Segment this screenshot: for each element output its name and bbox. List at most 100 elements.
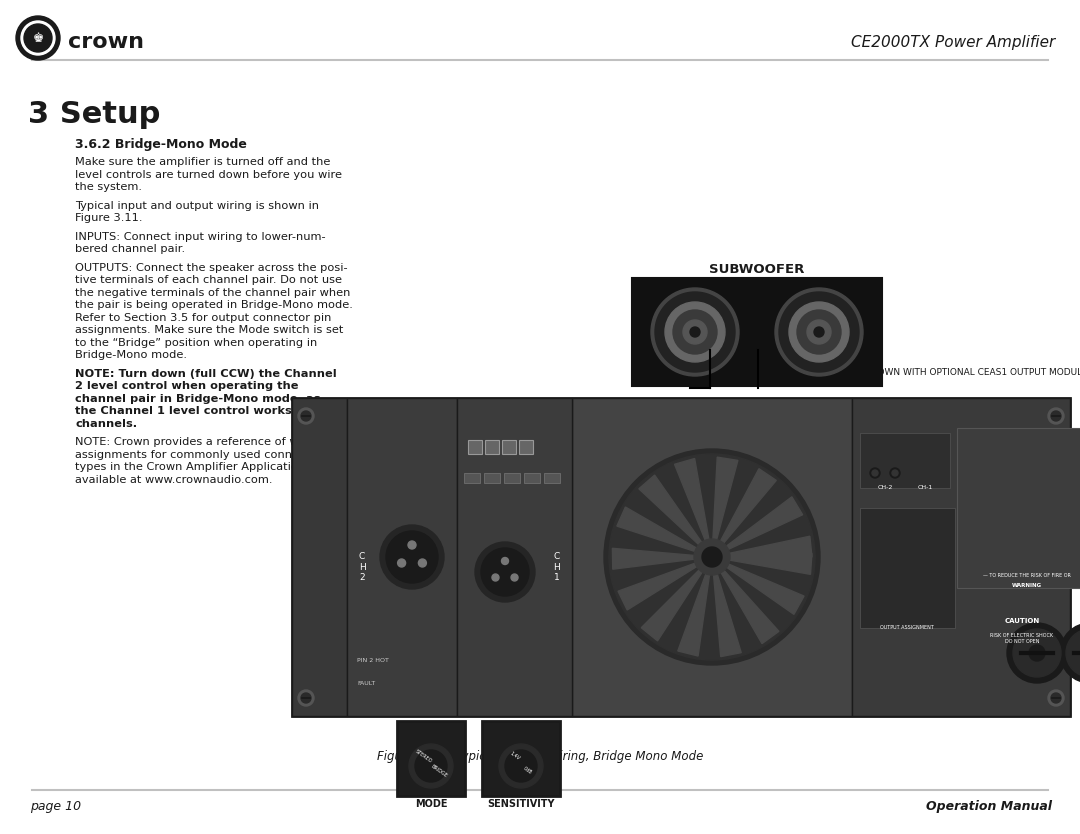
Bar — [632, 278, 882, 386]
Polygon shape — [712, 469, 777, 557]
Text: CE2000TX Power Amplifier: CE2000TX Power Amplifier — [851, 34, 1055, 49]
Text: channel pair in Bridge-Mono mode, as: channel pair in Bridge-Mono mode, as — [75, 394, 321, 404]
Circle shape — [24, 24, 52, 52]
Text: the pair is being operated in Bridge-Mono mode.: the pair is being operated in Bridge-Mon… — [75, 300, 353, 310]
Circle shape — [298, 408, 314, 424]
Text: Operation Manual: Operation Manual — [926, 800, 1052, 813]
Circle shape — [1048, 690, 1064, 706]
Bar — [347, 398, 457, 716]
Text: CH-1: CH-1 — [917, 485, 933, 490]
Text: Typical input and output wiring is shown in: Typical input and output wiring is shown… — [75, 200, 319, 210]
Text: OUTPUT ASSIGNMENT: OUTPUT ASSIGNMENT — [880, 625, 934, 630]
Circle shape — [1007, 623, 1067, 683]
Text: the negative terminals of the channel pair when: the negative terminals of the channel pa… — [75, 288, 350, 298]
Circle shape — [481, 548, 529, 596]
Text: CAUTION: CAUTION — [1004, 618, 1040, 624]
Bar — [484, 473, 500, 483]
Text: available at www.crownaudio.com.: available at www.crownaudio.com. — [75, 475, 272, 485]
Bar — [464, 473, 480, 483]
Circle shape — [1051, 411, 1061, 421]
Circle shape — [21, 21, 55, 55]
Bar — [544, 473, 561, 483]
Text: INPUTS: Connect input wiring to lower-num-: INPUTS: Connect input wiring to lower-nu… — [75, 232, 326, 242]
Bar — [482, 721, 561, 796]
Circle shape — [807, 320, 831, 344]
Text: the system.: the system. — [75, 182, 141, 192]
Circle shape — [301, 411, 311, 421]
Circle shape — [397, 559, 406, 567]
Circle shape — [1013, 629, 1061, 677]
Circle shape — [872, 470, 878, 476]
Circle shape — [690, 327, 700, 337]
Circle shape — [651, 288, 739, 376]
Bar — [292, 398, 1070, 716]
Text: channels.: channels. — [75, 419, 137, 429]
Text: FROM CINEMA PROCESSOR: FROM CINEMA PROCESSOR — [336, 406, 504, 416]
Text: page 10: page 10 — [30, 800, 81, 813]
Text: +: + — [746, 362, 770, 390]
Circle shape — [386, 531, 438, 583]
Polygon shape — [712, 457, 738, 557]
Circle shape — [16, 16, 60, 60]
Text: NOTE: Turn down (full CCW) the Channel: NOTE: Turn down (full CCW) the Channel — [75, 369, 337, 379]
Polygon shape — [617, 507, 712, 557]
Text: 3.6.2 Bridge-Mono Mode: 3.6.2 Bridge-Mono Mode — [75, 138, 247, 151]
Text: 0dB: 0dB — [522, 766, 532, 776]
Text: Figure 3.11   Typical System Wiring, Bridge Mono Mode: Figure 3.11 Typical System Wiring, Bridg… — [377, 750, 703, 763]
Text: types in the Crown Amplifier Application G: types in the Crown Amplifier Application… — [75, 462, 318, 472]
Circle shape — [301, 693, 311, 703]
Text: Figure 3.11.: Figure 3.11. — [75, 213, 143, 223]
Polygon shape — [712, 497, 802, 557]
Text: C
H
2: C H 2 — [359, 552, 365, 582]
Bar — [457, 398, 572, 716]
Text: the Channel 1 level control works both: the Channel 1 level control works both — [75, 406, 325, 416]
Text: ♚: ♚ — [32, 32, 43, 44]
Bar — [852, 398, 1070, 716]
Circle shape — [789, 302, 849, 362]
Text: crown: crown — [68, 32, 144, 52]
Bar — [292, 398, 347, 716]
Circle shape — [499, 744, 543, 788]
Polygon shape — [712, 557, 741, 656]
Text: STEREO: STEREO — [414, 748, 432, 764]
Bar — [957, 428, 1080, 588]
Polygon shape — [618, 557, 712, 610]
Text: SENSITIVITY: SENSITIVITY — [487, 799, 555, 809]
Circle shape — [797, 310, 841, 354]
Circle shape — [1051, 693, 1061, 703]
Circle shape — [501, 557, 509, 565]
Circle shape — [775, 288, 863, 376]
Text: SHOWN WITH OPTIONAL CEAS1 OUTPUT MODULE: SHOWN WITH OPTIONAL CEAS1 OUTPUT MODULE — [865, 368, 1080, 376]
Text: bered channel pair.: bered channel pair. — [75, 244, 185, 254]
Text: WARNING: WARNING — [1012, 583, 1042, 588]
Text: MODE: MODE — [415, 799, 447, 809]
Bar — [524, 473, 540, 483]
Text: BRIDGE: BRIDGE — [430, 764, 448, 778]
Text: SUBWOOFER: SUBWOOFER — [710, 263, 805, 276]
Polygon shape — [712, 557, 779, 644]
Text: C
H
1: C H 1 — [554, 552, 561, 582]
Bar — [860, 433, 950, 488]
Polygon shape — [712, 536, 812, 557]
Circle shape — [665, 302, 725, 362]
Text: Make sure the amplifier is turned off and the: Make sure the amplifier is turned off an… — [75, 157, 330, 167]
Text: PIN 2 HOT: PIN 2 HOT — [357, 658, 389, 663]
Circle shape — [492, 574, 499, 581]
Polygon shape — [712, 557, 804, 615]
Bar — [502, 440, 516, 454]
Text: to the “Bridge” position when operating in: to the “Bridge” position when operating … — [75, 338, 318, 348]
Circle shape — [298, 690, 314, 706]
Text: CH-2: CH-2 — [877, 485, 893, 490]
Text: FAULT: FAULT — [357, 681, 375, 686]
Circle shape — [418, 559, 427, 567]
Circle shape — [415, 750, 447, 782]
Text: Bridge-Mono mode.: Bridge-Mono mode. — [75, 350, 187, 360]
Circle shape — [1029, 645, 1045, 661]
Bar — [397, 721, 465, 796]
Text: assignments for commonly used connector: assignments for commonly used connector — [75, 450, 322, 460]
Text: Refer to Section 3.5 for output connector pin: Refer to Section 3.5 for output connecto… — [75, 313, 332, 323]
Polygon shape — [642, 557, 712, 641]
Bar — [468, 440, 482, 454]
Bar — [572, 398, 852, 716]
Text: 3 Setup: 3 Setup — [28, 100, 160, 129]
